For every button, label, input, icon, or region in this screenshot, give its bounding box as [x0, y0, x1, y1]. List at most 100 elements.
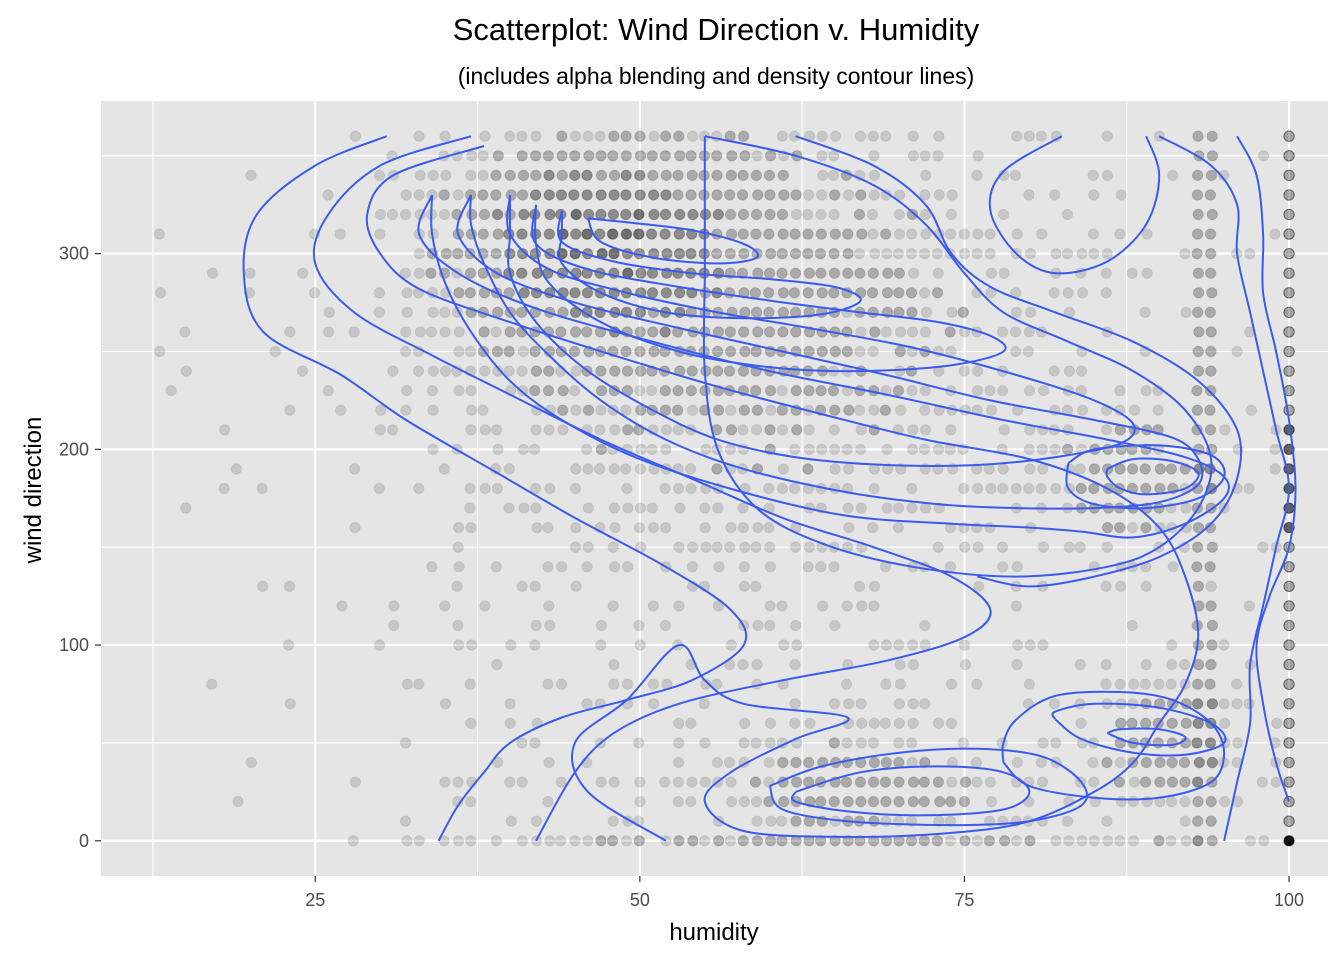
scatter-point [492, 443, 504, 456]
scatter-point [764, 717, 777, 730]
scatter-point [401, 287, 413, 299]
scatter-point [737, 365, 750, 377]
scatter-point [1061, 208, 1074, 221]
scatter-point [723, 756, 736, 769]
scatter-point [788, 482, 801, 495]
scatter-point [918, 795, 930, 808]
scatter-point [996, 384, 1009, 397]
scatter-point [944, 521, 957, 534]
scatter-point [828, 189, 841, 201]
scatter-point [866, 521, 879, 534]
scatter-point [790, 189, 802, 201]
scatter-point [1191, 404, 1204, 416]
scatter-point [1061, 443, 1074, 456]
scatter-point [504, 130, 516, 142]
scatter-point [932, 776, 945, 788]
scatter-point [647, 521, 660, 534]
scatter-point [867, 795, 880, 808]
scatter-point [764, 561, 777, 573]
scatter-point [1024, 639, 1036, 651]
scatter-point [569, 482, 582, 495]
scatter-point [1283, 287, 1295, 299]
scatter-point [1180, 502, 1192, 514]
scatter-point [918, 776, 930, 788]
scatter-point [412, 365, 425, 377]
scatter-point [530, 150, 542, 162]
scatter-point [230, 463, 243, 475]
scatter-point [997, 561, 1009, 573]
scatter-point [1283, 306, 1295, 319]
scatter-point [856, 717, 868, 730]
scatter-point [1206, 756, 1218, 769]
scatter-point [660, 189, 672, 201]
scatter-point [1204, 561, 1216, 573]
scatter-point [776, 482, 789, 495]
contour-line [702, 135, 1213, 578]
scatter-point [427, 169, 439, 182]
scatter-point [388, 600, 400, 612]
scatter-point [894, 678, 907, 690]
scatter-point [945, 424, 957, 436]
scatter-point [1048, 698, 1061, 710]
scatter-point [919, 150, 931, 162]
scatter-point [555, 776, 567, 788]
scatter-point [1102, 835, 1114, 847]
scatter-point [893, 267, 906, 279]
scatter-point [1075, 365, 1088, 377]
scatter-point [764, 600, 776, 612]
scatter-point [634, 776, 646, 788]
scatter-point [894, 365, 906, 377]
scatter-point [543, 756, 555, 769]
scatter-point [504, 169, 516, 182]
scatter-point [1140, 580, 1152, 593]
scatter-point [465, 717, 477, 730]
scatter-point [712, 835, 725, 847]
scatter-point [505, 639, 517, 651]
scatter-point [1204, 521, 1217, 534]
contour-line [1001, 690, 1226, 801]
scatter-point [491, 482, 504, 495]
scatter-point [789, 658, 801, 671]
scatter-point [672, 189, 684, 201]
scatter-point [556, 130, 568, 142]
scatter-point [933, 189, 945, 201]
scatter-point [749, 776, 762, 788]
scatter-point [516, 150, 528, 162]
scatter-point [750, 541, 762, 553]
scatter-point [427, 306, 439, 319]
scatter-point [609, 365, 621, 377]
scatter-point [634, 130, 646, 142]
scatter-point [789, 619, 802, 632]
scatter-point [736, 267, 749, 279]
scatter-point [959, 541, 971, 553]
scatter-point [699, 521, 711, 534]
scatter-point [622, 502, 634, 514]
scatter-point [763, 287, 775, 299]
scatter-point [725, 776, 737, 788]
contour-line [1158, 135, 1291, 842]
scatter-point [906, 384, 918, 397]
scatter-point [543, 169, 555, 182]
scatter-point [841, 600, 853, 612]
scatter-point [1191, 815, 1204, 827]
scatter-point [1009, 345, 1022, 358]
scatter-point [516, 835, 529, 847]
scatter-point [685, 247, 697, 260]
scatter-point [893, 502, 905, 514]
scatter-point [544, 619, 556, 632]
scatter-point [1154, 463, 1167, 475]
scatter-point [582, 835, 594, 847]
scatter-point [763, 306, 775, 319]
scatter-point [1089, 795, 1102, 808]
scatter-point [659, 619, 672, 632]
scatter-point [659, 208, 672, 221]
scatter-point [1088, 189, 1100, 201]
scatter-point [698, 835, 711, 847]
scatter-point [777, 756, 789, 769]
scatter-point [1283, 365, 1295, 377]
scatter-point [699, 384, 711, 397]
scatter-point [944, 815, 957, 827]
scatter-point [918, 835, 930, 847]
scatter-point [971, 678, 983, 690]
scatter-point [608, 776, 620, 788]
